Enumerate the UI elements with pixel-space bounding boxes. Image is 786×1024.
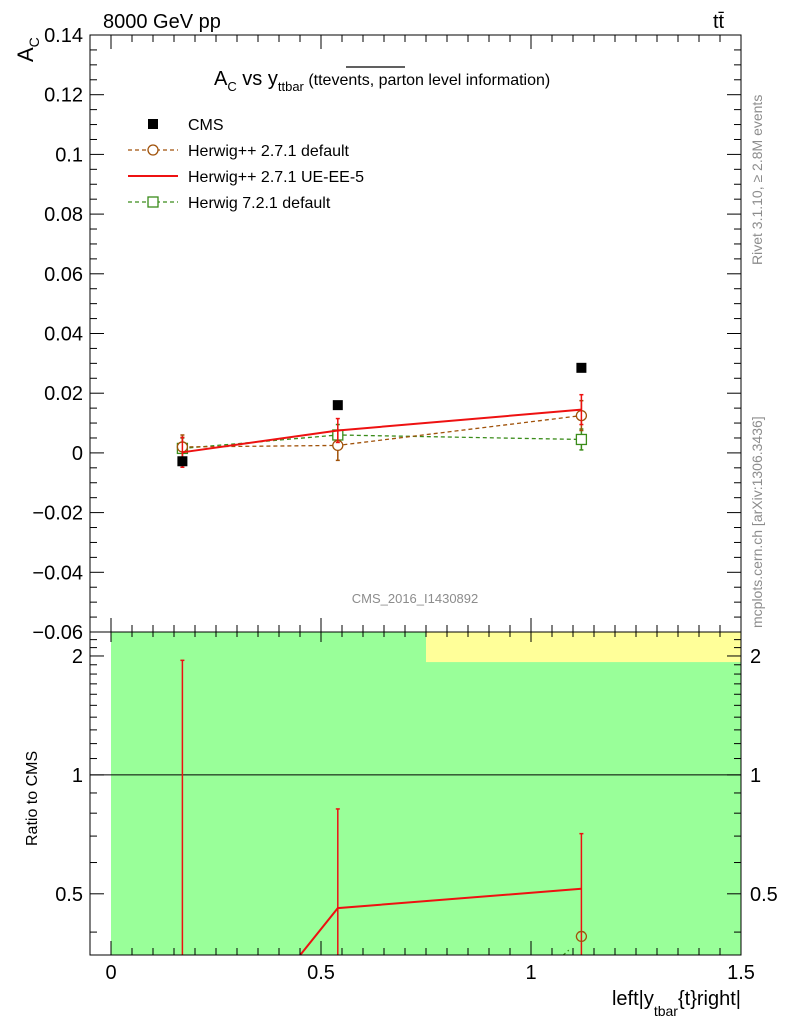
main-y-tick-label: 0.14 [44,25,83,47]
x-axis-ticks [89,35,742,955]
legend-herwigpp-default-marker [147,144,159,156]
legend-herwigpp-default-label: Herwig++ 2.7.1 default [188,143,350,160]
legend-cms-label: CMS [188,117,224,134]
x-tick-label: 1.5 [727,962,755,984]
x-tick-labels: 0 0.5 1 1.5 [105,962,754,984]
cms-point [332,400,343,411]
herwig7-point [575,433,588,446]
x-tick-label: 0 [105,962,116,984]
ratio-band-green [111,632,741,955]
ratio-y-label: Ratio to CMS [24,751,41,846]
ratio-herwigpp-default-point [575,930,588,943]
main-y-tick-label: 0 [72,443,83,465]
analysis-id: CMS_2016_I1430892 [352,591,479,606]
ratio-bands [90,632,741,955]
x-tick-label: 0.5 [307,962,335,984]
plot-title: AC vs yttbar (ttevents, parton level inf… [214,68,550,94]
header-left: 8000 GeV pp [103,11,221,33]
main-y-tick-label: 0.04 [44,324,83,346]
ratio-y-tick-label: 0.5 [55,884,83,906]
cms-point [576,362,587,373]
legend-herwig7-label: Herwig 7.2.1 default [188,195,331,212]
herwigpp-ueee5-line [182,408,582,454]
rivet-version-label: Rivet 3.1.10, ≥ 2.8M events [749,95,765,265]
ratio-herwigpp-ueee5-line [298,887,582,955]
ratio-y-tick-label-right: 1 [750,765,761,787]
x-tick-label: 1 [525,962,536,984]
legend-herwigpp-ueee5-label: Herwig++ 2.7.1 UE-EE-5 [188,169,364,186]
main-y-tick-label: −0.06 [32,622,83,644]
main-y-tick-labels: −0.06 −0.04 −0.02 0 0.02 0.04 0.06 0.08 0.1 0.12 0… [32,25,83,644]
main-y-axis-ticks [90,34,741,633]
main-y-tick-label: 0.06 [44,264,83,286]
main-y-tick-label: 0.02 [44,383,83,405]
legend-cms-marker [148,119,158,129]
x-axis-label: left|ytbar{t}right| [612,988,741,1019]
ratio-plot-frame [89,631,742,956]
ratio-y-tick-label-right: 2 [750,646,761,668]
ratio-y-tick-label: 1 [72,765,83,787]
ratio-band-yellow [426,632,741,663]
main-y-tick-label: 0.12 [44,85,83,107]
legend-herwig7-marker [147,196,159,208]
herwigpp-default-line [182,414,582,448]
main-y-tick-label: 0.1 [55,144,83,166]
ratio-y-tick-labels: 0.5 0.5 1 1 2 2 [55,646,778,906]
main-y-tick-label: 0.08 [44,204,83,226]
ratio-y-axis-ticks [90,639,741,933]
header-right: tt̄ [713,11,725,33]
main-y-tick-label: −0.02 [32,503,83,525]
ratio-y-tick-label: 2 [72,646,83,668]
legend: CMS Herwig++ 2.7.1 default Herwig++ 2.7.… [128,117,364,212]
ratio-y-tick-label-right: 0.5 [750,884,778,906]
main-y-label: AC [13,37,42,62]
main-data-series [176,362,588,468]
ratio-data-series [180,659,588,955]
mcplots-label: mcplots.cern.ch [arXiv:1306.3436] [749,416,765,628]
main-y-tick-label: −0.04 [32,562,83,584]
cms-point [177,456,188,467]
